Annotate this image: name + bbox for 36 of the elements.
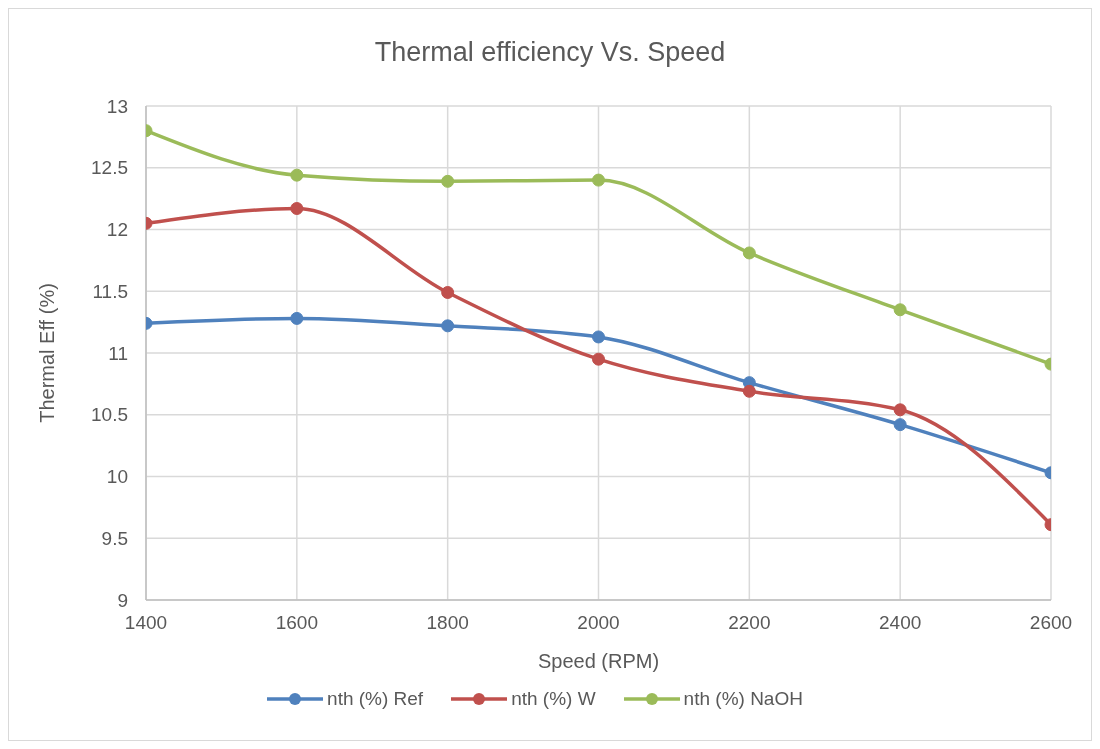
point	[742, 246, 756, 260]
legend-label: nth (%) NaOH	[683, 688, 803, 710]
y-tick-label: 11.5	[92, 280, 128, 302]
point	[893, 303, 907, 317]
x-tick-label: 1400	[124, 612, 168, 634]
x-tick-label: 1800	[426, 612, 469, 634]
x-tick-label: 2000	[577, 612, 620, 634]
point	[441, 285, 455, 299]
x-tick-label: 2400	[879, 612, 922, 634]
point	[592, 173, 605, 187]
point	[893, 403, 907, 417]
point	[290, 202, 304, 216]
legend-label: nth (%) W	[511, 688, 596, 710]
point	[893, 418, 907, 432]
x-tick-label: 2200	[728, 612, 771, 634]
y-tick-label: 11	[108, 342, 128, 364]
point	[290, 168, 304, 182]
y-tick-label: 10	[106, 466, 128, 488]
point	[592, 352, 605, 366]
x-tick-label: 2600	[1029, 612, 1073, 634]
y-tick-label: 9	[117, 589, 128, 611]
y-tick-label: 13	[106, 95, 128, 117]
x-tick-label: 1600	[275, 612, 318, 634]
y-tick-label: 12.5	[91, 157, 128, 179]
point	[592, 330, 605, 344]
y-axis-title: Thermal Eff (%)	[36, 283, 59, 423]
legend-label: nth (%) Ref	[327, 688, 424, 710]
y-tick-label: 9.5	[101, 527, 128, 549]
point	[742, 384, 756, 398]
x-axis-title: Speed (RPM)	[537, 650, 660, 672]
y-tick-label: 10.5	[91, 404, 128, 426]
point	[290, 311, 304, 325]
point	[441, 174, 455, 188]
chart-title: Thermal efficiency Vs. Speed	[373, 37, 727, 68]
point	[441, 319, 455, 333]
y-tick-label: 12	[106, 219, 128, 241]
